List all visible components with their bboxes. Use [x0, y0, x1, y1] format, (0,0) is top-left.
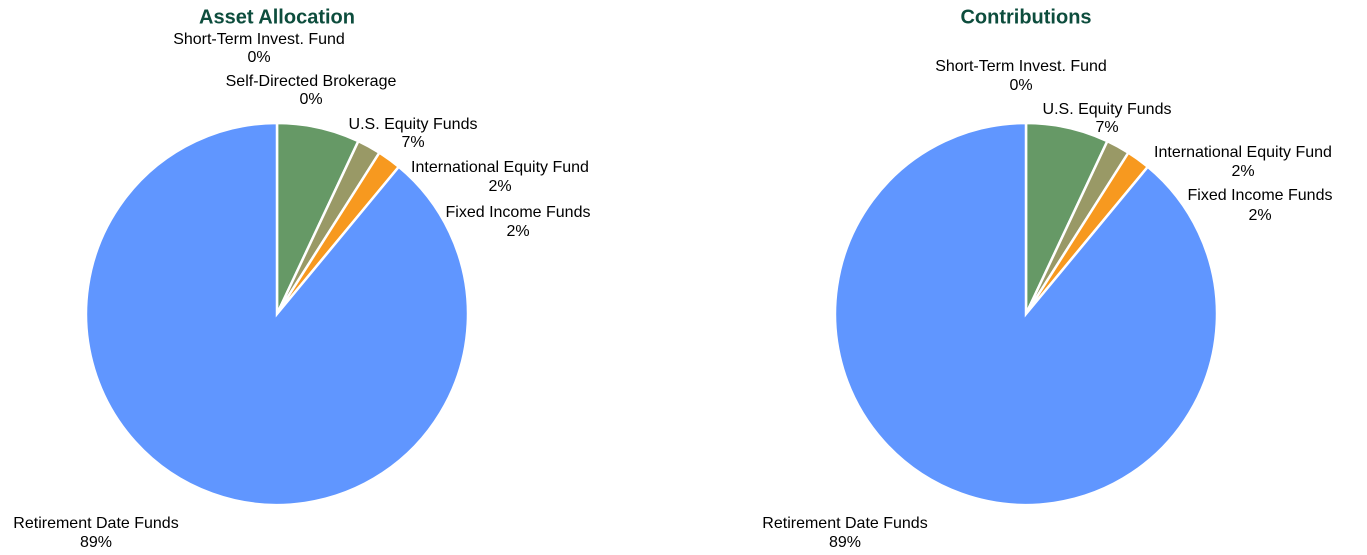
slice-value-label: 0%	[1009, 77, 1032, 94]
slice-label: Fixed Income Funds	[446, 204, 591, 221]
slice-value-label: 7%	[1095, 119, 1118, 136]
chart-title: Contributions	[960, 6, 1091, 28]
slice-value-label: 2%	[1248, 207, 1271, 224]
pie-slice	[84, 121, 470, 507]
slice-value-label: 89%	[80, 534, 112, 551]
slice-label: Retirement Date Funds	[762, 515, 927, 532]
slice-label: Short-Term Invest. Fund	[935, 58, 1107, 75]
slice-value-label: 0%	[299, 91, 322, 108]
slice-value-label: 2%	[488, 178, 511, 195]
pie-slice	[833, 121, 1219, 507]
slice-label: U.S. Equity Funds	[1043, 101, 1172, 118]
slice-value-label: 89%	[829, 534, 861, 551]
slice-label: Fixed Income Funds	[1188, 187, 1333, 204]
slice-label: Retirement Date Funds	[13, 515, 178, 532]
slice-value-label: 2%	[1231, 163, 1254, 180]
slice-label: U.S. Equity Funds	[349, 116, 478, 133]
slice-value-label: 2%	[506, 223, 529, 240]
slice-label: International Equity Fund	[1154, 144, 1332, 161]
slice-label: International Equity Fund	[411, 159, 589, 176]
chart-title: Asset Allocation	[199, 6, 355, 28]
slice-label: Short-Term Invest. Fund	[173, 31, 345, 48]
slice-value-label: 7%	[401, 134, 424, 151]
slice-value-label: 0%	[247, 49, 270, 66]
slice-label: Self-Directed Brokerage	[226, 73, 397, 90]
